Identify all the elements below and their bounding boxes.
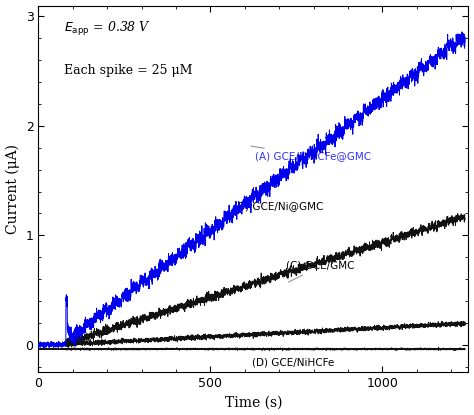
Y-axis label: Current (μA): Current (μA) — [6, 144, 20, 234]
Text: (B) GCE/Ni@GMC: (B) GCE/Ni@GMC — [235, 201, 324, 211]
X-axis label: Time (s): Time (s) — [225, 395, 282, 410]
Text: Each spike = 25 μM: Each spike = 25 μM — [64, 64, 192, 77]
Text: (C) GCE/GMC: (C) GCE/GMC — [286, 261, 355, 282]
Text: (D) GCE/NiHCFe: (D) GCE/NiHCFe — [252, 357, 334, 367]
Text: (A) GCE/NiHCFe@GMC: (A) GCE/NiHCFe@GMC — [251, 146, 371, 161]
Text: $E_{\mathrm{app}}$ = 0.38 V: $E_{\mathrm{app}}$ = 0.38 V — [64, 20, 151, 38]
